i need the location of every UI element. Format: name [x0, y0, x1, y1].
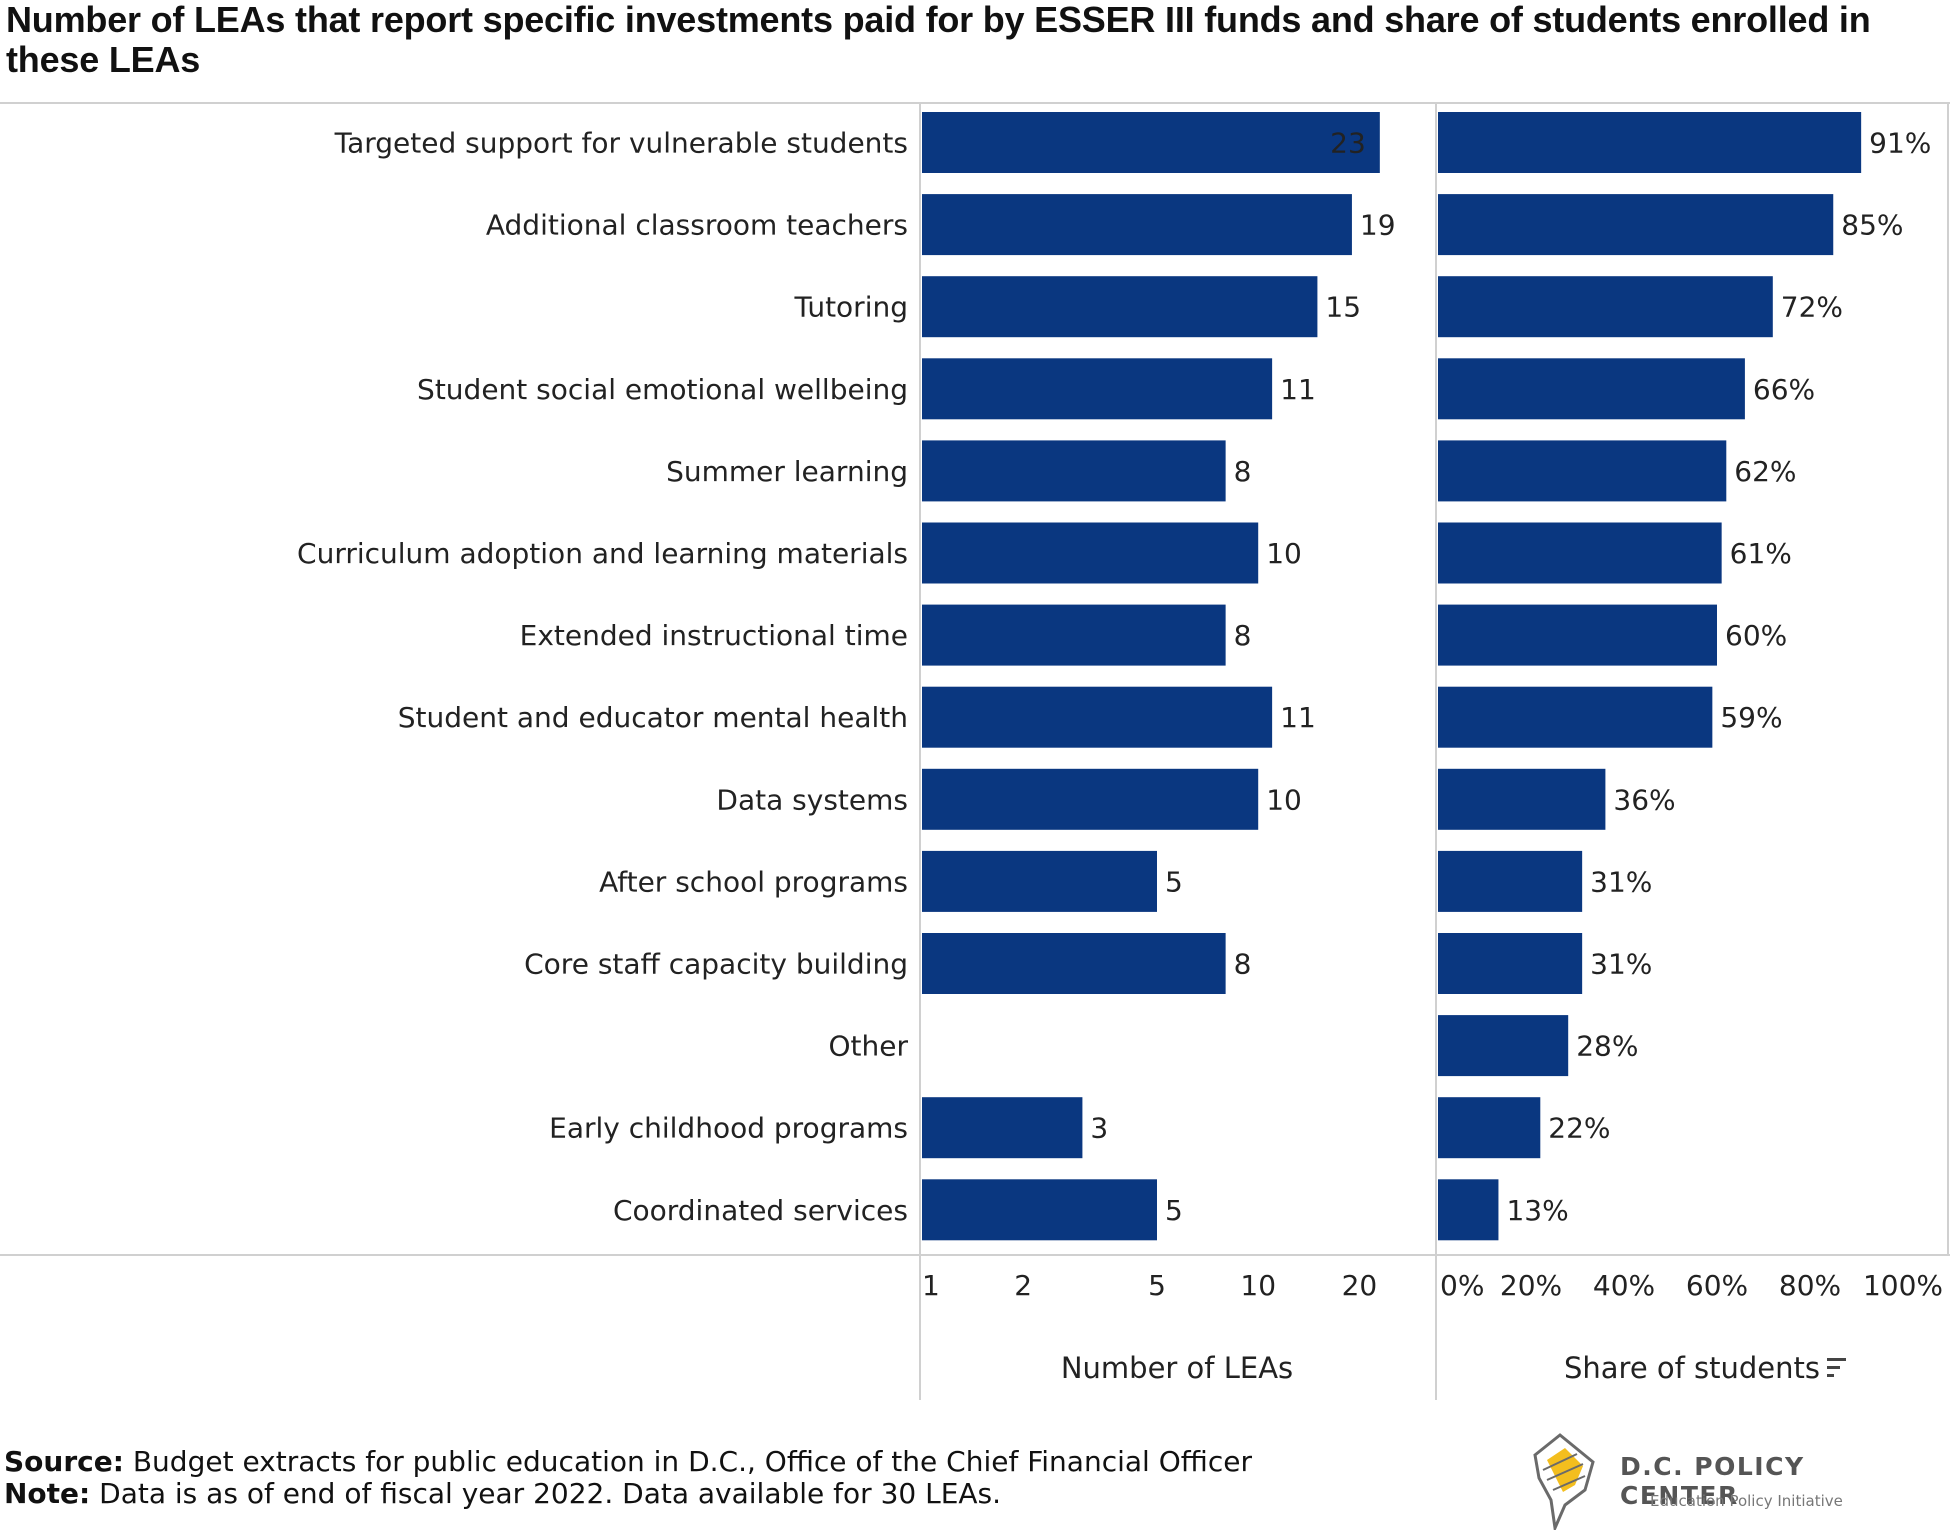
share-of-students-bar [1438, 276, 1773, 338]
share-of-students-value-label: 28% [1576, 1030, 1638, 1063]
dc-policy-center-logo: D.C. POLICY CENTER Education Policy Init… [1525, 1430, 1885, 1530]
lea-count-bar [922, 440, 1226, 502]
share-axis-tick-label: 0% [1440, 1269, 1484, 1302]
lea-count-bar [922, 522, 1259, 584]
category-label: Other [828, 1030, 908, 1063]
category-label: Early childhood programs [549, 1112, 908, 1145]
share-of-students-value-label: 31% [1590, 948, 1652, 981]
lea-count-bar [922, 686, 1273, 748]
share-of-students-value-label: 72% [1781, 291, 1843, 324]
category-labels: Targeted support for vulnerable students… [297, 127, 908, 1227]
share-of-students-bar [1438, 604, 1717, 666]
share-of-students-bar [1438, 440, 1727, 502]
lea-count-value-label: 23 [1330, 127, 1366, 160]
lea-count-value-label: 10 [1266, 783, 1302, 816]
note-line: Note: Data is as of end of fiscal year 2… [4, 1478, 1001, 1510]
category-label: Extended instructional time [520, 619, 908, 652]
category-label: After school programs [599, 865, 908, 898]
lea-count-bar [922, 850, 1157, 912]
note-label: Note: [4, 1477, 91, 1510]
source-label: Source: [4, 1445, 124, 1478]
lea-count-bar [922, 1097, 1083, 1159]
lea-axis-tick-label: 20 [1342, 1269, 1378, 1302]
share-of-students-bar [1438, 194, 1834, 256]
category-label: Targeted support for vulnerable students [334, 127, 908, 160]
x-axis-title-share: Share of students [1564, 1351, 1820, 1385]
lea-count-value-label: 8 [1234, 619, 1252, 652]
lea-count-bar [922, 194, 1352, 256]
share-of-students-value-label: 36% [1613, 783, 1675, 816]
lea-count-value-label: 5 [1165, 865, 1183, 898]
logo-subtitle: Education Policy Initiative [1650, 1492, 1843, 1510]
share-axis-tick-label: 100% [1863, 1269, 1943, 1302]
share-of-students-bar [1438, 1015, 1569, 1077]
category-label: Data systems [716, 783, 908, 816]
chart-canvas: 23 19 15 11 8 10 8 11 10 5 8 3 5 1 2 5 10 20 91% 85% 72% 66%… [0, 102, 1950, 1400]
share-of-students-bar [1438, 850, 1583, 912]
lea-axis-tick-label: 2 [1014, 1269, 1032, 1302]
source-line: Source: Budget extracts for public educa… [4, 1446, 1252, 1478]
share-of-students-value-label: 13% [1506, 1194, 1568, 1227]
share-of-students-bar [1438, 358, 1745, 420]
lea-count-bar [922, 276, 1318, 338]
lea-axis-tick-label: 1 [922, 1269, 940, 1302]
chart-frame [0, 102, 1950, 1400]
share-of-students-bar [1438, 768, 1606, 830]
category-label: Summer learning [666, 455, 908, 488]
share-axis-tick-label: 80% [1779, 1269, 1841, 1302]
share-of-students-value-label: 61% [1730, 537, 1792, 570]
lea-count-value-label: 19 [1360, 209, 1396, 242]
lea-count-bar [922, 604, 1226, 666]
share-of-students-bar [1438, 933, 1583, 994]
share-of-students-value-label: 59% [1720, 701, 1782, 734]
share-of-students-panel: 91% 85% 72% 66% 62% 61% 60% 59% 36% 31% 31% 28% 22% 1… [1438, 112, 1943, 1302]
lea-count-bar [922, 768, 1259, 830]
lea-count-value-label: 8 [1234, 948, 1252, 981]
category-label: Student and educator mental health [398, 701, 908, 734]
note-text: Data is as of end of fiscal year 2022. D… [90, 1477, 1002, 1510]
share-of-students-bar [1438, 1097, 1541, 1159]
lea-count-value-label: 11 [1280, 373, 1316, 406]
dc-map-icon [1533, 1433, 1595, 1530]
share-axis-tick-label: 40% [1593, 1269, 1655, 1302]
lea-count-bar [922, 1179, 1157, 1241]
share-axis-tick-label: 60% [1686, 1269, 1748, 1302]
category-label: Coordinated services [613, 1194, 908, 1227]
share-axis-tick-label: 20% [1500, 1269, 1562, 1302]
share-of-students-value-label: 62% [1734, 455, 1796, 488]
category-label: Additional classroom teachers [486, 209, 908, 242]
lea-count-bar [922, 358, 1273, 420]
lea-count-bar [922, 112, 1380, 173]
share-of-students-bar [1438, 1179, 1499, 1241]
lea-count-value-label: 11 [1280, 701, 1316, 734]
source-text: Budget extracts for public education in … [123, 1445, 1252, 1478]
share-of-students-bar [1438, 112, 1862, 173]
chart-title: Number of LEAs that report specific inve… [6, 0, 1871, 80]
category-label: Student social emotional wellbeing [417, 373, 908, 406]
lea-count-value-label: 10 [1266, 537, 1302, 570]
lea-count-value-label: 5 [1165, 1194, 1183, 1227]
logo-name: D.C. POLICY CENTER [1620, 1452, 1805, 1510]
share-of-students-bar [1438, 686, 1713, 748]
lea-count-panel: 23 19 15 11 8 10 8 11 10 5 8 3 5 1 2 5 10 20 [922, 112, 1396, 1302]
x-axis-title-leas: Number of LEAs [1061, 1351, 1293, 1385]
sort-icon[interactable] [1827, 1358, 1846, 1377]
share-of-students-value-label: 85% [1841, 209, 1903, 242]
category-label: Tutoring [793, 291, 908, 324]
share-of-students-value-label: 22% [1548, 1112, 1610, 1145]
share-of-students-value-label: 60% [1725, 619, 1787, 652]
lea-count-value-label: 3 [1090, 1112, 1108, 1145]
share-of-students-value-label: 66% [1753, 373, 1815, 406]
lea-count-bar [922, 933, 1226, 994]
lea-axis-tick-label: 10 [1240, 1269, 1276, 1302]
share-of-students-value-label: 91% [1869, 127, 1931, 160]
lea-count-value-label: 8 [1234, 455, 1252, 488]
category-label: Curriculum adoption and learning materia… [297, 537, 908, 570]
category-label: Core staff capacity building [524, 948, 908, 981]
lea-axis-tick-label: 5 [1148, 1269, 1166, 1302]
axis-titles: Number of LEAs Share of students [1061, 1351, 1846, 1385]
lea-count-value-label: 15 [1325, 291, 1361, 324]
share-of-students-value-label: 31% [1590, 865, 1652, 898]
share-of-students-bar [1438, 522, 1722, 584]
